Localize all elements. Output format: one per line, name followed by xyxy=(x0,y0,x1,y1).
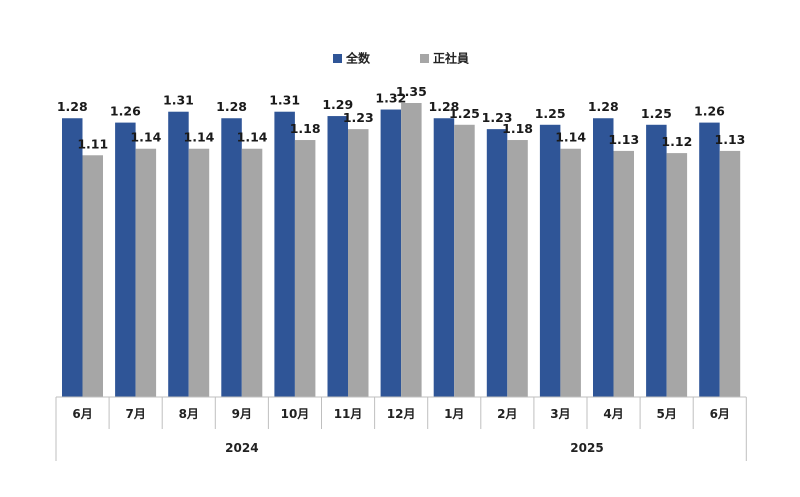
data-label: 1.31 xyxy=(269,93,300,108)
x-tick-label: 6月 xyxy=(710,407,730,421)
legend-item-1: 全数 xyxy=(333,51,371,66)
x-tick-label: 10月 xyxy=(281,407,310,421)
data-label: 1.31 xyxy=(163,93,194,108)
bar-regular-2 xyxy=(135,148,157,397)
legend-label: 正社員 xyxy=(433,51,469,66)
data-label: 1.14 xyxy=(130,130,161,145)
bar-total-4 xyxy=(221,118,242,398)
x-tick-label: 2月 xyxy=(497,407,517,421)
x-tick-label: 5月 xyxy=(656,407,676,421)
bar-total-7 xyxy=(380,109,402,397)
bar-total-10 xyxy=(539,124,561,397)
data-label: 1.28 xyxy=(429,99,460,114)
bar-total-11 xyxy=(593,118,614,398)
bar-total-9 xyxy=(486,129,508,397)
x-tick-label: 4月 xyxy=(603,407,623,421)
x-tick-label: 12月 xyxy=(387,407,416,421)
x-tick-label: 7月 xyxy=(125,407,145,421)
legend-swatch xyxy=(420,54,429,63)
data-label: 1.11 xyxy=(77,136,108,151)
bar-regular-8 xyxy=(454,124,475,397)
data-label: 1.13 xyxy=(715,132,746,147)
data-label: 1.23 xyxy=(482,110,513,125)
x-tick-label: 8月 xyxy=(179,407,199,421)
bar-regular-3 xyxy=(188,148,210,397)
bar-total-1 xyxy=(62,118,83,398)
bar-regular-5 xyxy=(294,140,316,397)
data-label: 1.13 xyxy=(608,132,639,147)
bar-regular-13 xyxy=(719,150,741,397)
bar-total-13 xyxy=(699,122,720,397)
x-tick-label: 1月 xyxy=(444,407,464,421)
data-label: 1.14 xyxy=(184,130,215,145)
bar-regular-4 xyxy=(241,148,263,397)
data-label: 1.25 xyxy=(641,106,672,121)
bar-regular-9 xyxy=(507,140,528,397)
data-label: 1.14 xyxy=(237,130,268,145)
bar-total-3 xyxy=(168,111,189,398)
bar-total-2 xyxy=(115,122,136,397)
bar-regular-12 xyxy=(666,153,688,397)
x-tick-label: 9月 xyxy=(232,407,252,421)
bar-total-12 xyxy=(646,124,667,397)
x-axis: 6月 7月 8月 9月 10月 11月 12月 1月 2月 3月 4月 5月 6月 2024 2025 xyxy=(55,396,747,461)
x-tick-label: 3月 xyxy=(550,407,570,421)
bar-regular-6 xyxy=(348,129,369,397)
legend-swatch xyxy=(333,54,342,63)
value-labels-layer: 1.28 1.11 1.26 1.14 1.31 1.14 1.28 1.14 1.31 1.18… xyxy=(57,84,746,151)
bar-total-5 xyxy=(274,111,295,398)
data-label: 1.32 xyxy=(375,91,406,106)
bars-layer xyxy=(62,103,741,398)
data-label: 1.12 xyxy=(661,134,692,149)
data-label: 1.14 xyxy=(555,130,586,145)
data-label: 1.28 xyxy=(216,99,247,114)
data-label: 1.28 xyxy=(57,99,88,114)
data-label: 1.26 xyxy=(110,104,141,119)
legend-label: 全数 xyxy=(345,51,371,66)
year-group-label: 2024 xyxy=(225,441,258,455)
legend: 全数 正社員 xyxy=(333,51,469,66)
bar-regular-11 xyxy=(613,150,634,397)
data-label: 1.25 xyxy=(535,106,566,121)
data-label: 1.29 xyxy=(322,97,353,112)
data-label: 1.35 xyxy=(396,84,427,99)
x-tick-label: 6月 xyxy=(72,407,92,421)
bar-regular-10 xyxy=(560,148,581,397)
data-label: 1.23 xyxy=(343,110,374,125)
bar-regular-1 xyxy=(82,155,103,397)
x-tick-label: 11月 xyxy=(334,407,363,421)
data-label: 1.18 xyxy=(290,121,321,136)
year-group-label: 2025 xyxy=(570,441,603,455)
data-label: 1.25 xyxy=(449,106,480,121)
data-label: 1.26 xyxy=(694,104,725,119)
legend-item-2: 正社員 xyxy=(420,51,469,66)
bar-total-8 xyxy=(433,118,455,398)
data-label: 1.18 xyxy=(502,121,533,136)
data-label: 1.28 xyxy=(588,99,619,114)
bar-regular-7 xyxy=(401,103,422,397)
bar-total-6 xyxy=(327,116,348,397)
